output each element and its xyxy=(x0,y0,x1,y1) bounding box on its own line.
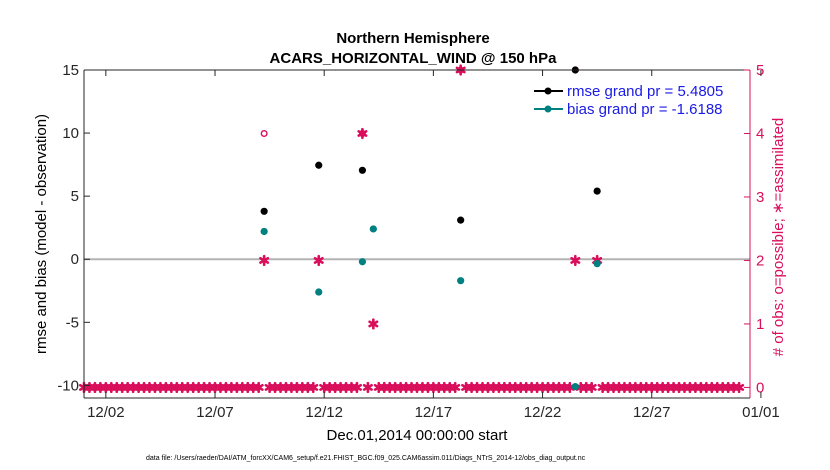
y-right-tick-label: 4 xyxy=(756,125,764,142)
y-left-tick-label: -10 xyxy=(57,377,79,394)
y-right-tick-label: 5 xyxy=(756,62,764,79)
bias-point xyxy=(369,225,377,233)
legend: rmse grand pr = 5.4805 bias grand pr = -… xyxy=(528,80,742,120)
rmse-point xyxy=(457,216,465,224)
x-tick-label: 12/27 xyxy=(633,404,671,421)
y-right-tick-label: 2 xyxy=(756,252,764,269)
obs-assimilated-zero-marker xyxy=(586,381,597,394)
x-tick-label: 12/22 xyxy=(524,404,562,421)
legend-item-bias: bias grand pr = -1.6188 xyxy=(534,101,723,118)
obs-possible-marker xyxy=(358,129,366,137)
legend-bias-marker xyxy=(544,105,552,113)
chart-subtitle: ACARS_HORIZONTAL_WIND @ 150 hPa xyxy=(270,50,558,67)
chart-title-block: Northern Hemisphere ACARS_HORIZONTAL_WIN… xyxy=(270,30,558,67)
y-axis-label-left: rmse and bias (model - observation) xyxy=(33,114,50,354)
y-left-tick-label: 15 xyxy=(62,62,79,79)
rmse-point xyxy=(358,166,367,174)
bias-point xyxy=(260,227,268,236)
x-tick-label: 12/02 xyxy=(87,404,125,421)
y-left-tick-label: 10 xyxy=(62,125,79,142)
rmse-point xyxy=(593,187,601,195)
y-left-tick-label: 0 xyxy=(71,251,79,268)
x-axis-label: Dec.01,2014 00:00:00 start xyxy=(327,427,509,444)
obs-assimilated-zero-marker xyxy=(734,381,745,394)
rmse-point xyxy=(260,207,268,215)
obs-assimilated-zero-marker xyxy=(450,381,461,394)
obs-assimilated-marker xyxy=(570,254,581,267)
y-left-tick-label: -5 xyxy=(66,314,79,331)
bias-point xyxy=(571,383,579,391)
legend-rmse-label: rmse grand pr = 5.4805 xyxy=(567,83,723,100)
y-right-tick-label: 1 xyxy=(756,316,764,333)
ticks-layer: -10 -5 0 5 10 15 0 1 2 3 4 5 12/02 12/07 12/12 12/17 12/… xyxy=(57,62,779,421)
data-file-footer: data file: /Users/raeder/DAI/ATM_forcXX/… xyxy=(146,455,586,462)
y-right-tick-label: 0 xyxy=(756,379,764,396)
obs-assimilated-marker xyxy=(368,318,379,330)
x-tick-label: 12/12 xyxy=(305,404,343,421)
obs-assimilated-marker xyxy=(259,254,270,267)
bias-point xyxy=(593,260,601,268)
x-tick-label: 12/07 xyxy=(196,404,234,421)
obs-assimilated-marker xyxy=(313,254,324,267)
legend-bias-label: bias grand pr = -1.6188 xyxy=(567,101,723,118)
x-tick-label: 12/17 xyxy=(415,404,453,421)
chart-title: Northern Hemisphere xyxy=(336,30,489,47)
obs-assimilated-zero-marker xyxy=(351,381,362,394)
axes-frame xyxy=(83,69,751,399)
bias-point xyxy=(457,277,465,285)
rmse-point xyxy=(315,161,323,169)
plot-area xyxy=(84,70,750,398)
y-axis-label-right: # of obs: o=possible; ∗=assimilated xyxy=(770,118,787,357)
y-left-tick-label: 5 xyxy=(71,188,79,205)
obs-assimilated-zero-marker xyxy=(308,381,319,394)
obs-assimilated-zero-marker xyxy=(362,381,373,394)
bias-point xyxy=(358,258,367,266)
legend-rmse-marker xyxy=(544,87,552,95)
x-tick-label: 01/01 xyxy=(742,404,780,421)
obs-count-layer xyxy=(78,64,745,394)
legend-box xyxy=(528,80,742,120)
obs-assimilated-zero-marker xyxy=(253,381,264,394)
obs-possible-marker xyxy=(260,129,268,137)
legend-item-rmse: rmse grand pr = 5.4805 xyxy=(534,83,723,100)
bias-point xyxy=(315,288,323,296)
y-right-tick-label: 3 xyxy=(756,189,764,206)
